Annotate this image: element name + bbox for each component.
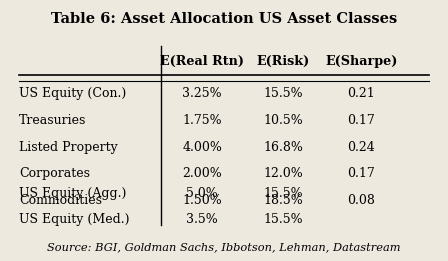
Text: 15.5%: 15.5%	[263, 87, 303, 100]
Text: 1.75%: 1.75%	[182, 114, 222, 127]
Text: Treasuries: Treasuries	[19, 114, 86, 127]
Text: E(Sharpe): E(Sharpe)	[325, 55, 397, 68]
Text: US Equity (Agg.): US Equity (Agg.)	[19, 187, 126, 200]
Text: 15.5%: 15.5%	[263, 187, 303, 200]
Text: 1.50%: 1.50%	[182, 194, 222, 207]
Text: Source: BGI, Goldman Sachs, Ibbotson, Lehman, Datastream: Source: BGI, Goldman Sachs, Ibbotson, Le…	[47, 242, 401, 252]
Text: 0.08: 0.08	[348, 194, 375, 207]
Text: 3.25%: 3.25%	[182, 87, 222, 100]
Text: Table 6: Asset Allocation US Asset Classes: Table 6: Asset Allocation US Asset Class…	[51, 12, 397, 26]
Text: US Equity (Con.): US Equity (Con.)	[19, 87, 126, 100]
Text: E(Real Rtn): E(Real Rtn)	[160, 55, 244, 68]
Text: 2.00%: 2.00%	[182, 167, 222, 180]
Text: 12.0%: 12.0%	[263, 167, 303, 180]
Text: 18.5%: 18.5%	[263, 194, 303, 207]
Text: 0.17: 0.17	[348, 167, 375, 180]
Text: US Equity (Med.): US Equity (Med.)	[19, 213, 129, 226]
Text: 4.00%: 4.00%	[182, 141, 222, 154]
Text: 3.5%: 3.5%	[186, 213, 218, 226]
Text: 10.5%: 10.5%	[263, 114, 303, 127]
Text: 0.17: 0.17	[348, 114, 375, 127]
Text: Listed Property: Listed Property	[19, 141, 118, 154]
Text: 16.8%: 16.8%	[263, 141, 303, 154]
Text: 0.24: 0.24	[348, 141, 375, 154]
Text: 5.0%: 5.0%	[186, 187, 218, 200]
Text: 15.5%: 15.5%	[263, 213, 303, 226]
Text: 0.21: 0.21	[348, 87, 375, 100]
Text: E(Risk): E(Risk)	[256, 55, 310, 68]
Text: Commodities: Commodities	[19, 194, 102, 207]
Text: Corporates: Corporates	[19, 167, 90, 180]
